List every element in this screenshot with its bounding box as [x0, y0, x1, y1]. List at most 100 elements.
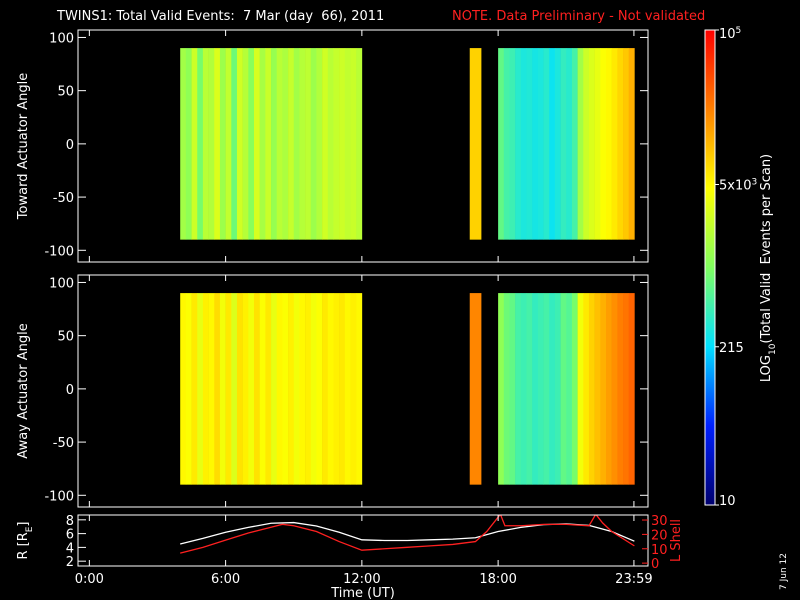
y2-tick-label: 10: [651, 543, 668, 558]
heat-cell: [299, 48, 306, 240]
heat-cell: [503, 48, 510, 240]
y-tick-label: -50: [53, 191, 74, 206]
heat-cell: [520, 48, 527, 240]
series-line: [180, 515, 635, 554]
heat-cell: [623, 293, 629, 485]
colorbar-tick-label: 10: [719, 494, 736, 509]
x-tick-label: 23:59: [615, 572, 652, 587]
heat-cell: [520, 293, 527, 485]
y-label: Away Actuator Angle: [16, 323, 31, 458]
heat-cell: [469, 48, 482, 240]
heat-cell: [350, 48, 357, 240]
colorbar-label-part: LOG: [759, 355, 774, 382]
panel-frame: [77, 274, 649, 508]
heat-cell: [554, 48, 561, 240]
heat-cell: [537, 48, 544, 240]
y-tick-label: 8: [66, 514, 74, 529]
heat-cell: [191, 293, 198, 485]
heat-cell: [202, 293, 209, 485]
y-tick-label: 0: [66, 138, 74, 153]
heat-cell: [288, 48, 295, 240]
heat-cell: [554, 293, 561, 485]
note: NOTE. Data Preliminary - Not validated: [452, 9, 705, 24]
heat-cell: [588, 293, 595, 485]
heat-cell: [236, 293, 243, 485]
colorbar-tick-label-part: 5x10: [719, 178, 752, 193]
heat-cell: [299, 293, 306, 485]
heat-cell: [566, 293, 573, 485]
colorbar-label-part: 10: [768, 343, 778, 355]
heat-cell: [503, 293, 510, 485]
heat-cell: [327, 48, 334, 240]
colorbar-tick-label: 105: [719, 26, 741, 42]
y-tick-label: -100: [44, 244, 74, 259]
heat-cell: [208, 48, 215, 240]
heat-cell: [253, 48, 260, 240]
heat-cell: [566, 48, 573, 240]
heat-cell: [265, 48, 272, 240]
heat-cell: [549, 293, 556, 485]
heat-cell: [248, 293, 255, 485]
heat-cell: [180, 48, 187, 240]
heat-cell: [532, 293, 539, 485]
heat-cell: [288, 293, 295, 485]
x-tick-label: 12:00: [343, 572, 380, 587]
heat-cell: [611, 48, 618, 240]
heat-cell: [605, 293, 612, 485]
heat-cell: [537, 293, 544, 485]
heat-cell: [231, 48, 238, 240]
colorbar: [704, 29, 716, 506]
heat-cell: [600, 48, 607, 240]
heat-cell: [271, 293, 278, 485]
colorbar-tick-label-part: 5: [736, 26, 742, 36]
y-tick-label: 50: [57, 330, 74, 345]
heat-cell: [611, 293, 618, 485]
heat-cell: [214, 48, 221, 240]
heat-cell: [327, 293, 334, 485]
x-tick-label: 0:00: [75, 572, 104, 587]
y-tick-label: 4: [66, 541, 74, 556]
heat-cell: [276, 293, 283, 485]
heat-cell: [316, 293, 323, 485]
y-tick-label: 100: [49, 31, 74, 46]
heat-cell: [242, 293, 249, 485]
heat-cell: [253, 293, 260, 485]
heat-cell: [344, 48, 351, 240]
y-label-part: E: [25, 526, 35, 532]
heat-cell: [583, 48, 590, 240]
heat-cell: [583, 293, 590, 485]
heat-cell: [532, 48, 539, 240]
heat-cell: [282, 48, 289, 240]
y-tick-label: 2: [66, 555, 74, 570]
y2-tick-label: 30: [651, 514, 668, 529]
heat-cell: [628, 48, 635, 240]
heat-cell: [180, 293, 187, 485]
heat-cell: [577, 48, 584, 240]
y-tick-label: 6: [66, 528, 74, 543]
heat-cell: [236, 48, 243, 240]
heat-cell: [293, 293, 300, 485]
heat-cell: [197, 293, 204, 485]
colorbar-label-part: (Total Valid Events per Scan): [759, 154, 774, 344]
heat-cell: [259, 293, 266, 485]
heat-cell: [208, 293, 215, 485]
colorbar-label: LOG10(Total Valid Events per Scan): [759, 154, 778, 382]
heat-cell: [628, 293, 635, 485]
panel-frame: [77, 29, 649, 263]
heat-cell: [600, 293, 607, 485]
heat-cell: [242, 48, 249, 240]
heat-cell: [219, 48, 226, 240]
colorbar-tick-label: 5x103: [719, 177, 757, 193]
heat-cell: [225, 48, 232, 240]
heat-cell: [560, 293, 567, 485]
heat-cell: [185, 293, 192, 485]
heat-cell: [305, 293, 312, 485]
y2-label: L Shell: [669, 519, 684, 562]
x-label: Time (UT): [330, 586, 395, 600]
y2-tick-label: 20: [651, 528, 668, 543]
heat-cell: [526, 293, 533, 485]
heat-cell: [259, 48, 266, 240]
title: TWINS1: Total Valid Events: 7 Mar (day 6…: [56, 9, 384, 24]
heat-cell: [617, 293, 624, 485]
